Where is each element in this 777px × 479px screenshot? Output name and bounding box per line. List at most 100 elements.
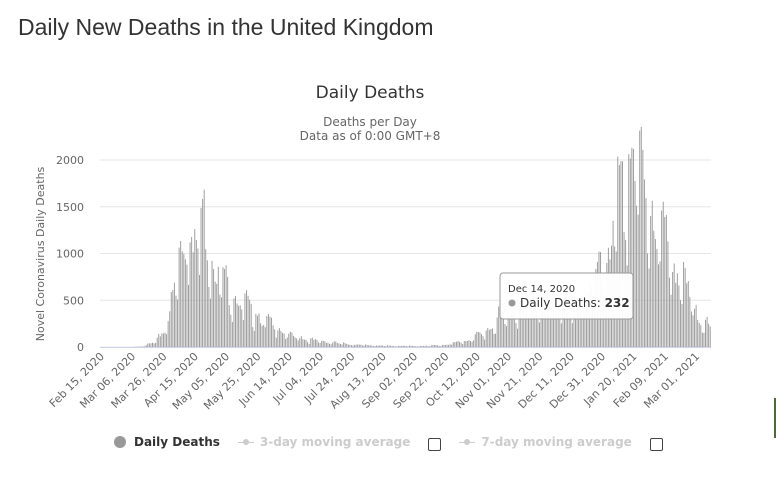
bar[interactable] bbox=[341, 344, 343, 347]
bar[interactable] bbox=[358, 344, 360, 347]
bar[interactable] bbox=[214, 281, 216, 347]
bar[interactable] bbox=[637, 214, 639, 347]
bar[interactable] bbox=[645, 198, 647, 347]
bar[interactable] bbox=[261, 325, 263, 347]
bar[interactable] bbox=[211, 260, 213, 347]
bar[interactable] bbox=[271, 317, 273, 347]
bar[interactable] bbox=[388, 345, 390, 347]
bar[interactable] bbox=[408, 345, 410, 347]
bar[interactable] bbox=[390, 345, 392, 347]
bar[interactable] bbox=[703, 332, 705, 347]
bar[interactable] bbox=[687, 281, 689, 347]
bar[interactable] bbox=[537, 319, 539, 347]
bar[interactable] bbox=[531, 299, 533, 347]
bar[interactable] bbox=[310, 338, 312, 347]
bar[interactable] bbox=[225, 265, 227, 347]
bar[interactable] bbox=[183, 253, 185, 347]
bar[interactable] bbox=[517, 328, 518, 347]
bar[interactable] bbox=[202, 198, 204, 347]
bar[interactable] bbox=[424, 345, 426, 347]
bar[interactable] bbox=[159, 336, 161, 347]
bar[interactable] bbox=[230, 314, 232, 347]
bar[interactable] bbox=[376, 345, 377, 347]
bar[interactable] bbox=[675, 282, 677, 347]
bar[interactable] bbox=[540, 305, 542, 347]
bar[interactable] bbox=[203, 189, 205, 347]
bar[interactable] bbox=[324, 341, 326, 347]
bar[interactable] bbox=[224, 269, 226, 347]
bar[interactable] bbox=[640, 126, 642, 347]
bar[interactable] bbox=[488, 329, 490, 347]
bar[interactable] bbox=[177, 299, 179, 347]
bar[interactable] bbox=[575, 313, 576, 348]
bar[interactable] bbox=[567, 300, 569, 347]
bar[interactable] bbox=[161, 333, 163, 347]
bar[interactable] bbox=[314, 339, 316, 347]
bar[interactable] bbox=[412, 345, 414, 347]
bar[interactable] bbox=[285, 338, 287, 347]
bar[interactable] bbox=[206, 260, 208, 347]
bar[interactable] bbox=[477, 332, 479, 347]
bar[interactable] bbox=[501, 310, 503, 347]
bar[interactable] bbox=[482, 336, 484, 347]
bar[interactable] bbox=[162, 333, 164, 347]
bar[interactable] bbox=[479, 332, 481, 347]
bar[interactable] bbox=[216, 283, 218, 347]
bar[interactable] bbox=[175, 295, 177, 347]
bar[interactable] bbox=[582, 318, 584, 347]
bar[interactable] bbox=[250, 303, 252, 347]
bar[interactable] bbox=[352, 345, 354, 347]
bar[interactable] bbox=[557, 306, 559, 347]
bar[interactable] bbox=[506, 325, 508, 347]
bar[interactable] bbox=[419, 345, 421, 347]
bar[interactable] bbox=[708, 323, 710, 347]
bar[interactable] bbox=[278, 328, 280, 347]
bar[interactable] bbox=[473, 340, 475, 347]
bar[interactable] bbox=[560, 323, 562, 347]
bar[interactable] bbox=[253, 330, 255, 347]
bar[interactable] bbox=[532, 303, 534, 347]
bar[interactable] bbox=[357, 344, 359, 347]
bar[interactable] bbox=[330, 344, 332, 347]
bar[interactable] bbox=[523, 297, 525, 347]
bar[interactable] bbox=[457, 341, 459, 347]
bar[interactable] bbox=[622, 161, 623, 347]
bar[interactable] bbox=[648, 268, 650, 347]
bar[interactable] bbox=[485, 330, 487, 347]
checkbox-3-day-average[interactable] bbox=[428, 438, 442, 451]
bar[interactable] bbox=[415, 346, 417, 347]
bar[interactable] bbox=[676, 273, 678, 347]
bar[interactable] bbox=[192, 252, 194, 347]
bar[interactable] bbox=[628, 154, 630, 347]
bar[interactable] bbox=[490, 329, 492, 347]
bar[interactable] bbox=[510, 312, 512, 347]
bar[interactable] bbox=[158, 333, 160, 347]
bar[interactable] bbox=[581, 318, 583, 347]
bar[interactable] bbox=[246, 290, 247, 347]
bar[interactable] bbox=[181, 251, 183, 347]
bar[interactable] bbox=[617, 156, 619, 347]
bar[interactable] bbox=[665, 215, 667, 347]
bar[interactable] bbox=[361, 345, 363, 347]
bar[interactable] bbox=[396, 346, 398, 347]
bar[interactable] bbox=[256, 315, 258, 347]
bar[interactable] bbox=[377, 345, 379, 347]
bar[interactable] bbox=[155, 342, 157, 347]
bar[interactable] bbox=[446, 344, 448, 347]
bar[interactable] bbox=[697, 319, 699, 347]
bar[interactable] bbox=[565, 300, 567, 348]
bar[interactable] bbox=[242, 320, 244, 347]
bar[interactable] bbox=[509, 316, 511, 347]
bar[interactable] bbox=[455, 341, 457, 347]
bar[interactable] bbox=[199, 275, 200, 347]
bar[interactable] bbox=[217, 266, 219, 347]
bar[interactable] bbox=[466, 340, 468, 347]
bar[interactable] bbox=[538, 322, 540, 347]
bar[interactable] bbox=[672, 271, 674, 347]
bar[interactable] bbox=[495, 333, 497, 347]
bar[interactable] bbox=[643, 179, 645, 348]
bar[interactable] bbox=[247, 295, 249, 347]
bar[interactable] bbox=[393, 346, 395, 347]
bar[interactable] bbox=[701, 332, 703, 347]
bar[interactable] bbox=[231, 321, 233, 347]
